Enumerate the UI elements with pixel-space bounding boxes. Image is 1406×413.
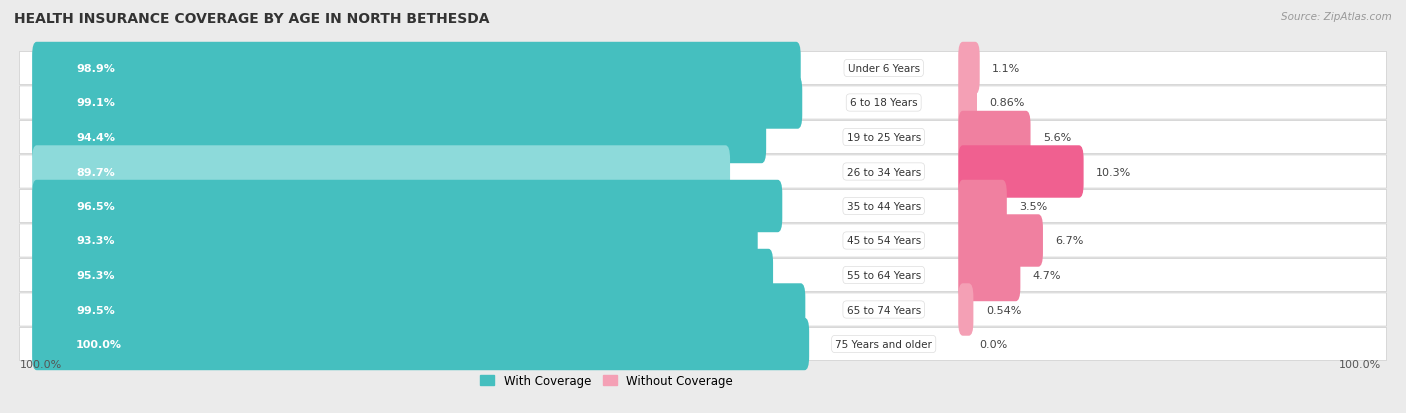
Text: 6 to 18 Years: 6 to 18 Years bbox=[849, 98, 918, 108]
Text: 5.6%: 5.6% bbox=[1043, 133, 1071, 142]
FancyBboxPatch shape bbox=[32, 249, 773, 301]
Text: 100.0%: 100.0% bbox=[20, 359, 62, 369]
Text: 0.0%: 0.0% bbox=[980, 339, 1008, 349]
FancyBboxPatch shape bbox=[20, 293, 1386, 326]
Text: 0.54%: 0.54% bbox=[986, 305, 1021, 315]
FancyBboxPatch shape bbox=[20, 156, 1386, 189]
FancyBboxPatch shape bbox=[20, 259, 1386, 292]
FancyBboxPatch shape bbox=[20, 52, 1386, 85]
FancyBboxPatch shape bbox=[20, 121, 1386, 154]
Text: 45 to 54 Years: 45 to 54 Years bbox=[846, 236, 921, 246]
FancyBboxPatch shape bbox=[959, 43, 980, 95]
FancyBboxPatch shape bbox=[20, 328, 1386, 361]
Text: 96.5%: 96.5% bbox=[76, 202, 115, 211]
Text: 55 to 64 Years: 55 to 64 Years bbox=[846, 271, 921, 280]
FancyBboxPatch shape bbox=[32, 112, 766, 164]
FancyBboxPatch shape bbox=[20, 87, 1386, 120]
Text: 89.7%: 89.7% bbox=[76, 167, 115, 177]
Text: 98.9%: 98.9% bbox=[76, 64, 115, 74]
FancyBboxPatch shape bbox=[32, 318, 810, 370]
FancyBboxPatch shape bbox=[32, 284, 806, 336]
Text: 10.3%: 10.3% bbox=[1097, 167, 1132, 177]
Text: 100.0%: 100.0% bbox=[76, 339, 122, 349]
FancyBboxPatch shape bbox=[959, 112, 1031, 164]
Text: 99.5%: 99.5% bbox=[76, 305, 115, 315]
Text: 99.1%: 99.1% bbox=[76, 98, 115, 108]
Text: 3.5%: 3.5% bbox=[1019, 202, 1047, 211]
FancyBboxPatch shape bbox=[959, 249, 1021, 301]
FancyBboxPatch shape bbox=[20, 224, 1386, 257]
Text: 75 Years and older: 75 Years and older bbox=[835, 339, 932, 349]
Text: 6.7%: 6.7% bbox=[1056, 236, 1084, 246]
FancyBboxPatch shape bbox=[32, 43, 800, 95]
Text: 0.86%: 0.86% bbox=[990, 98, 1025, 108]
FancyBboxPatch shape bbox=[959, 77, 977, 129]
FancyBboxPatch shape bbox=[32, 77, 803, 129]
FancyBboxPatch shape bbox=[959, 146, 1084, 198]
Text: HEALTH INSURANCE COVERAGE BY AGE IN NORTH BETHESDA: HEALTH INSURANCE COVERAGE BY AGE IN NORT… bbox=[14, 12, 489, 26]
Text: 94.4%: 94.4% bbox=[76, 133, 115, 142]
Text: 65 to 74 Years: 65 to 74 Years bbox=[846, 305, 921, 315]
Text: 35 to 44 Years: 35 to 44 Years bbox=[846, 202, 921, 211]
FancyBboxPatch shape bbox=[959, 284, 973, 336]
Text: Under 6 Years: Under 6 Years bbox=[848, 64, 920, 74]
Legend: With Coverage, Without Coverage: With Coverage, Without Coverage bbox=[475, 370, 738, 392]
FancyBboxPatch shape bbox=[20, 190, 1386, 223]
Text: 19 to 25 Years: 19 to 25 Years bbox=[846, 133, 921, 142]
FancyBboxPatch shape bbox=[959, 215, 1043, 267]
Text: 100.0%: 100.0% bbox=[1339, 359, 1381, 369]
FancyBboxPatch shape bbox=[32, 215, 758, 267]
Text: 93.3%: 93.3% bbox=[76, 236, 115, 246]
Text: Source: ZipAtlas.com: Source: ZipAtlas.com bbox=[1281, 12, 1392, 22]
Text: 95.3%: 95.3% bbox=[76, 271, 115, 280]
Text: 1.1%: 1.1% bbox=[993, 64, 1021, 74]
FancyBboxPatch shape bbox=[32, 180, 782, 233]
Text: 4.7%: 4.7% bbox=[1033, 271, 1062, 280]
Text: 26 to 34 Years: 26 to 34 Years bbox=[846, 167, 921, 177]
FancyBboxPatch shape bbox=[32, 146, 730, 198]
FancyBboxPatch shape bbox=[959, 180, 1007, 233]
